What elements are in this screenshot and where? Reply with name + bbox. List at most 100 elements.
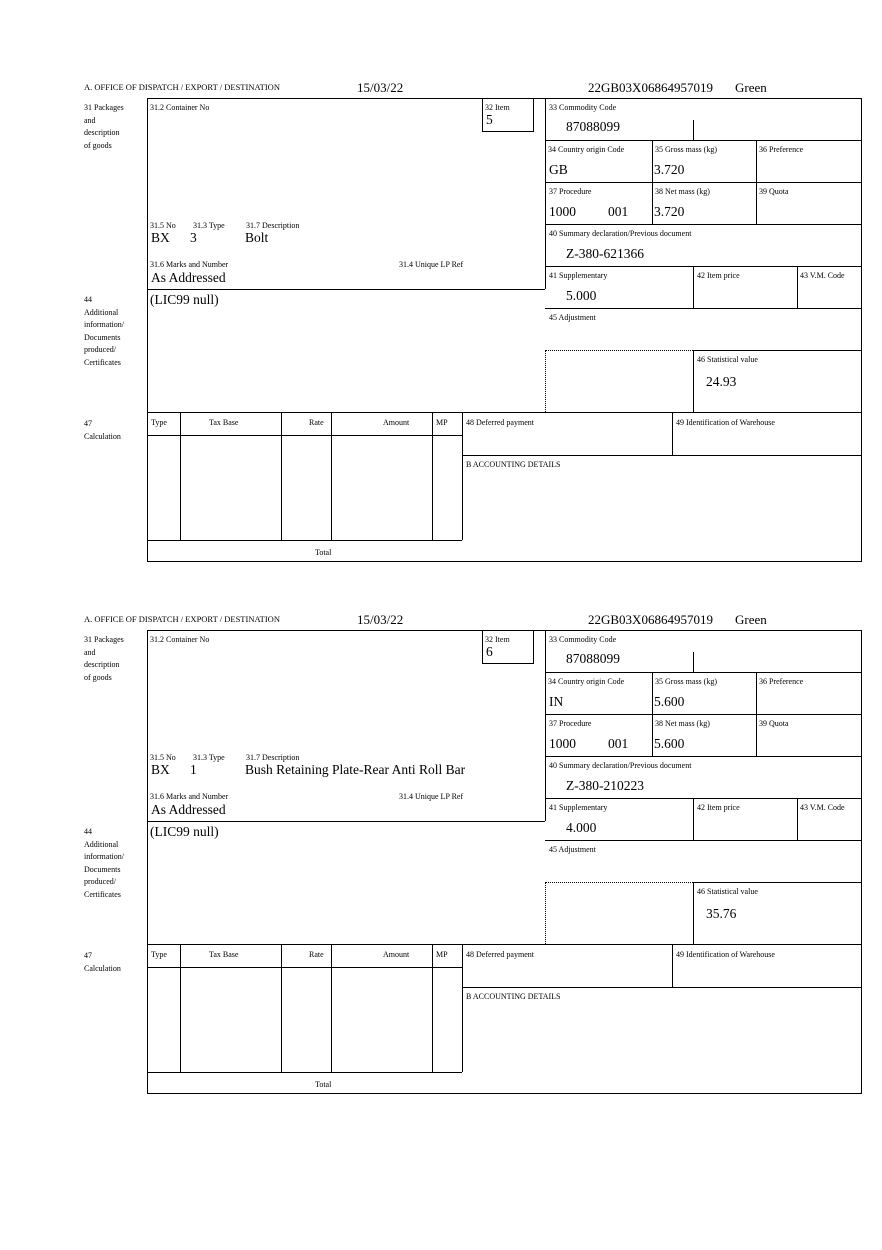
- calc-col-rate: Rate: [309, 950, 324, 959]
- packages-label: 31 Packages and description of goods: [84, 635, 124, 682]
- rule: [652, 140, 653, 224]
- rule: [756, 672, 757, 756]
- item-label: 32 Item: [485, 103, 510, 112]
- procedure-label: 37 Procedure: [549, 187, 592, 196]
- rule: [147, 630, 148, 1093]
- rule: [797, 798, 798, 840]
- total-label: Total: [315, 548, 332, 557]
- rule: [693, 882, 694, 944]
- rule: [331, 944, 332, 1072]
- commodity-label: 33 Commodity Code: [549, 635, 617, 644]
- rule: [533, 630, 534, 664]
- rule: [545, 350, 693, 351]
- commodity-code: 87088099: [566, 119, 620, 134]
- rule: [693, 350, 694, 412]
- rule: [545, 672, 862, 673]
- declaration-item-form: A. OFFICE OF DISPATCH / EXPORT / DESTINA…: [0, 610, 882, 1110]
- rule: [797, 266, 798, 308]
- rule: [693, 120, 694, 140]
- rule: [462, 987, 862, 988]
- statistical-value: 35.76: [706, 906, 737, 921]
- rule: [147, 98, 148, 561]
- rule: [147, 289, 545, 290]
- rule: [281, 412, 282, 540]
- marks-label: 31.6 Marks and Number: [150, 260, 229, 269]
- calc-col-amount: Amount: [383, 418, 410, 427]
- summary-label: 40 Summary declaration/Previous document: [549, 229, 692, 238]
- calc-col-mp: MP: [436, 418, 448, 427]
- rule: [482, 663, 534, 664]
- package-no-label: 31.5 No: [150, 221, 176, 230]
- commodity-code: 87088099: [566, 651, 620, 666]
- rule: [693, 882, 862, 883]
- package-count: 3: [190, 230, 197, 245]
- rule: [432, 412, 433, 540]
- marks-value: As Addressed: [151, 270, 226, 285]
- declaration-item-form: A. OFFICE OF DISPATCH / EXPORT / DESTINA…: [0, 78, 882, 578]
- rule: [180, 412, 181, 540]
- rule: [545, 714, 862, 715]
- commodity-label: 33 Commodity Code: [549, 103, 617, 112]
- item-number: 6: [486, 644, 493, 659]
- rule: [147, 1093, 862, 1094]
- country-code: IN: [549, 694, 564, 709]
- goods-description: Bush Retaining Plate-Rear Anti Roll Bar: [245, 762, 466, 777]
- rule: [545, 350, 546, 412]
- supplementary-value: 4.000: [566, 820, 597, 835]
- declaration-date: 15/03/22: [357, 80, 404, 95]
- supplementary-label: 41 Supplementary: [549, 803, 608, 812]
- deferred-payment-label: 48 Deferred payment: [466, 418, 534, 427]
- package-kind: BX: [151, 762, 170, 777]
- rule: [861, 98, 862, 561]
- calc-col-tax-base: Tax Base: [209, 950, 239, 959]
- office-heading: A. OFFICE OF DISPATCH / EXPORT / DESTINA…: [84, 82, 280, 92]
- rule: [545, 140, 862, 141]
- additional-info-label: 44 Additional information/ Documents pro…: [84, 295, 124, 367]
- gross-mass-label: 35 Gross mass (kg): [655, 677, 717, 686]
- rule: [756, 140, 757, 224]
- rule: [147, 944, 862, 945]
- package-kind: BX: [151, 230, 170, 245]
- item-price-label: 42 Item price: [697, 271, 740, 280]
- rule: [147, 561, 862, 562]
- quota-label: 39 Quota: [759, 719, 789, 728]
- marks-value: As Addressed: [151, 802, 226, 817]
- rule: [462, 455, 862, 456]
- gross-mass: 3.720: [654, 162, 685, 177]
- supplementary-value: 5.000: [566, 288, 597, 303]
- additional-info-value: (LIC99 null): [150, 824, 219, 839]
- calculation-label: 47 Calculation: [84, 951, 121, 973]
- rule: [545, 630, 546, 821]
- item-price-label: 42 Item price: [697, 803, 740, 812]
- rule: [482, 630, 483, 664]
- calc-col-tax-base: Tax Base: [209, 418, 239, 427]
- net-mass: 3.720: [654, 204, 685, 219]
- vm-code-label: 43 V.M. Code: [800, 803, 845, 812]
- rule: [545, 840, 862, 841]
- statistical-value-label: 46 Statistical value: [697, 355, 758, 364]
- procedure-additional: 001: [608, 736, 629, 751]
- rule: [147, 821, 545, 822]
- procedure-label: 37 Procedure: [549, 719, 592, 728]
- accounting-details-label: B ACCOUNTING DETAILS: [466, 460, 561, 469]
- adjustment-label: 45 Adjustment: [549, 845, 596, 854]
- rule: [147, 435, 462, 436]
- marks-label: 31.6 Marks and Number: [150, 792, 229, 801]
- rule: [462, 412, 463, 540]
- procedure-code: 1000: [549, 736, 576, 751]
- calc-col-type: Type: [151, 418, 167, 427]
- country-label: 34 Country origin Code: [548, 677, 625, 686]
- supplementary-label: 41 Supplementary: [549, 271, 608, 280]
- vm-code-label: 43 V.M. Code: [800, 271, 845, 280]
- item-label: 32 Item: [485, 635, 510, 644]
- container-no-label: 31.2 Container No: [150, 635, 210, 644]
- declaration-reference: 22GB03X06864957019: [588, 80, 713, 95]
- calc-col-rate: Rate: [309, 418, 324, 427]
- summary-document: Z-380-210223: [566, 778, 644, 793]
- calculation-label: 47 Calculation: [84, 419, 121, 441]
- rule: [432, 944, 433, 1072]
- route-status: Green: [735, 612, 767, 627]
- rule: [281, 944, 282, 1072]
- total-label: Total: [315, 1080, 332, 1089]
- declaration-date: 15/03/22: [357, 612, 404, 627]
